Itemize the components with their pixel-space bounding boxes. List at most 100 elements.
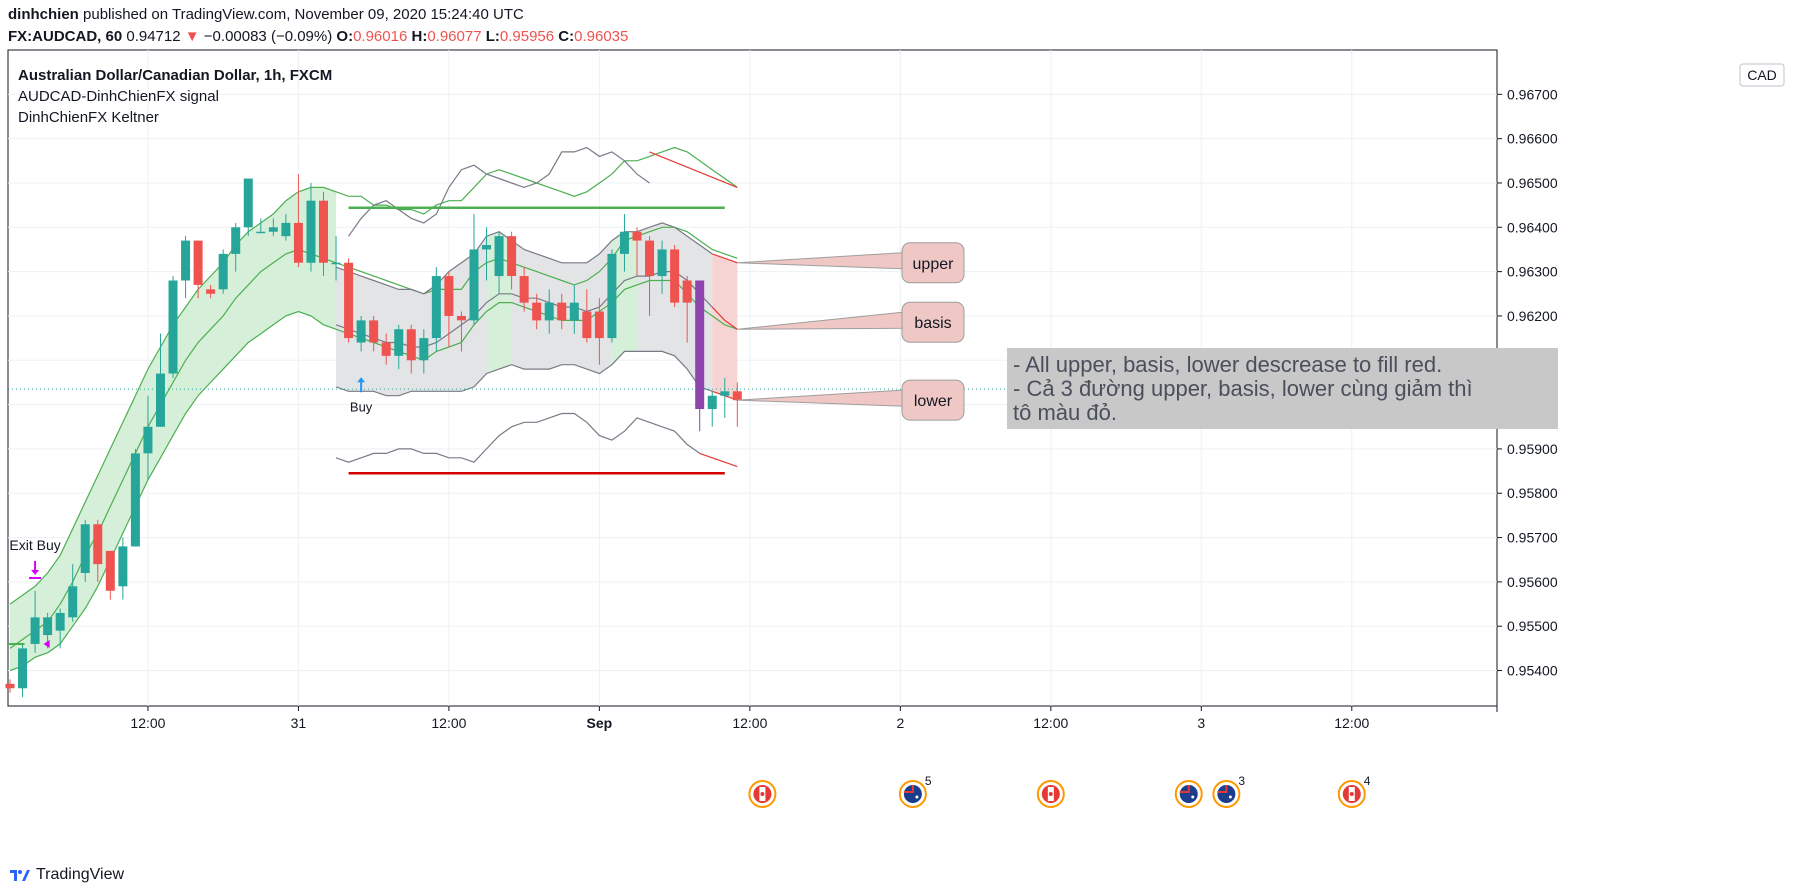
x-tick-label: 2 (896, 715, 904, 731)
candle-body (569, 302, 579, 321)
callout-pointer (737, 311, 903, 330)
publish-date: published on TradingView.com, November 0… (78, 6, 524, 23)
callout-box (901, 301, 965, 343)
channel-fill-green (611, 231, 637, 365)
y-tick-label: 0.95900 (1507, 441, 1558, 457)
australia-flag-star (915, 795, 919, 799)
close-value: 0.96035 (574, 28, 629, 45)
candle-body (394, 329, 404, 356)
x-tick-label: 12:00 (1033, 715, 1068, 731)
channel-basis-line-red (711, 306, 738, 330)
publish-info: dinhchien published on TradingView.com, … (8, 6, 524, 23)
y-tick-label: 0.96300 (1507, 264, 1558, 280)
chart-title: Australian Dollar/Canadian Dollar, 1h, F… (18, 67, 333, 84)
candle-body (143, 426, 153, 454)
candle-body (519, 276, 529, 303)
event-count: 3 (1238, 774, 1245, 788)
tradingview-logo-icon (10, 870, 30, 881)
australia-flag-cross (903, 785, 914, 793)
symbol-label: FX:AUDCAD, 60 (8, 28, 123, 45)
candle-body (632, 231, 642, 241)
candle-body (369, 320, 379, 343)
y-tick-label: 0.96500 (1507, 175, 1558, 191)
candle-body (682, 280, 692, 303)
candle-body (55, 612, 65, 631)
candle-body (557, 302, 567, 321)
candle-body (43, 617, 53, 636)
candle-body (243, 178, 253, 228)
candle-body (331, 262, 341, 265)
outer-lower-line (335, 412, 701, 463)
outer-upper-line-red (649, 151, 738, 188)
last-price: 0.94712 (126, 28, 181, 45)
candle-body (356, 320, 366, 343)
close-label: C: (558, 28, 575, 45)
candle-body (105, 550, 115, 591)
candle-body (181, 240, 191, 281)
australia-flag-icon (903, 785, 922, 803)
price-change: −0.00083 (−0.09%) (203, 28, 333, 45)
candle-body (118, 546, 128, 587)
exit-buy-arrow-icon (31, 561, 40, 575)
candle-body (720, 391, 730, 396)
candle-body (68, 586, 78, 618)
callout-pointer (737, 389, 903, 407)
candle-body (657, 249, 667, 277)
y-tick-label: 0.95800 (1507, 485, 1558, 501)
candle-body (607, 253, 617, 339)
australia-flag-icon (1179, 785, 1198, 803)
australia-flag-star (1228, 795, 1232, 799)
channel-upper-line-red (712, 253, 738, 264)
candle-body (218, 253, 228, 290)
indicator-keltner-label[interactable]: DinhChienFX Keltner (18, 109, 159, 126)
callout-label: lower (914, 393, 953, 410)
candle-body (168, 280, 178, 374)
candle-body (30, 617, 40, 644)
symbol-info: FX:AUDCAD, 60 0.94712 ▼ −0.00083 (−0.09%… (8, 28, 628, 45)
maple-leaf-icon (1349, 792, 1354, 796)
footer-brand[interactable]: TradingView (36, 866, 125, 883)
candle-body (80, 524, 90, 574)
y-tick-label: 0.95600 (1507, 574, 1558, 590)
x-tick-label: 12:00 (732, 715, 767, 731)
high-value: 0.96077 (427, 28, 482, 45)
y-tick-label: 0.96600 (1507, 131, 1558, 147)
note-line-2: - Cả 3 đường upper, basis, lower cùng gi… (1013, 376, 1473, 401)
candle-body (419, 338, 429, 361)
callout-label: basis (914, 315, 951, 332)
channel-upper-line (335, 222, 713, 295)
candle-body (732, 391, 742, 401)
candle-body (406, 329, 416, 361)
candle-body (268, 227, 278, 232)
channel-lower-line (335, 350, 713, 397)
australia-flag-icon (1217, 785, 1236, 803)
y-tick-label: 0.96700 (1507, 86, 1558, 102)
maple-leaf-icon (760, 792, 765, 796)
candle-body (507, 236, 517, 277)
candle-body (582, 311, 592, 339)
buy-arrow-icon (357, 377, 366, 393)
candle-body (93, 524, 103, 565)
open-label: O: (336, 28, 354, 45)
candle-body (281, 222, 291, 237)
australia-flag-cross (1179, 785, 1190, 793)
x-tick-label: Sep (587, 715, 613, 731)
candle-body (193, 240, 203, 285)
indicator-signal-label[interactable]: AUDCAD-DinhChienFX signal (18, 88, 219, 105)
maple-leaf-icon (1048, 792, 1053, 796)
event-count: 4 (1364, 774, 1371, 788)
event-count: 5 (925, 774, 932, 788)
author-name[interactable]: dinhchien (8, 6, 79, 23)
candle-body (645, 240, 655, 277)
low-label: L: (485, 28, 500, 45)
candle-body (670, 249, 680, 303)
buy-label: Buy (350, 399, 373, 414)
candle-body (206, 289, 216, 294)
candle-body (231, 227, 241, 254)
candle-body (544, 302, 554, 321)
candle-body (319, 200, 328, 263)
y-tick-label: 0.95500 (1507, 618, 1558, 634)
candle-body (707, 395, 717, 410)
footer: TradingView (8, 866, 124, 884)
